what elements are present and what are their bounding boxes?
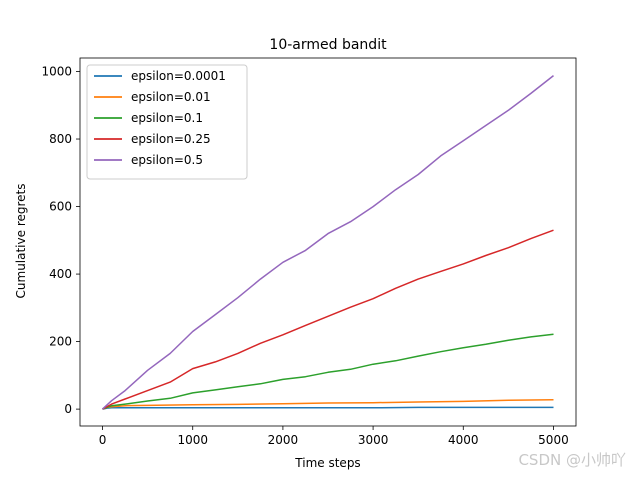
legend-label-0: epsilon=0.0001: [131, 69, 226, 83]
series-line-2: [102, 333, 554, 410]
legend-label-3: epsilon=0.25: [131, 132, 211, 146]
x-tick-label: 4000: [448, 433, 479, 447]
series-line-1: [102, 398, 554, 410]
series-line-4: [101, 75, 554, 410]
series-line-3: [102, 229, 554, 410]
x-axis-ticks: 0 1000 2000 3000 4000 5000: [99, 426, 569, 447]
y-tick-label: 200: [49, 335, 72, 349]
plot-area: [101, 75, 554, 410]
x-axis-label: Time steps: [294, 456, 360, 470]
watermark-text: CSDN @小帅吖: [518, 451, 626, 469]
y-tick-label: 400: [49, 267, 72, 281]
x-tick-label: 0: [99, 433, 107, 447]
x-tick-label: 1000: [177, 433, 208, 447]
y-tick-label: 600: [49, 200, 72, 214]
y-axis-ticks: 0 200 400 600 800 1000: [41, 65, 80, 416]
y-tick-label: 1000: [41, 65, 72, 79]
x-tick-label: 5000: [538, 433, 569, 447]
y-axis-label: Cumulative regrets: [14, 184, 28, 299]
legend-label-4: epsilon=0.5: [131, 153, 203, 167]
x-tick-label: 3000: [358, 433, 389, 447]
y-tick-label: 800: [49, 132, 72, 146]
series-line-0: [102, 406, 554, 410]
y-tick-label: 0: [64, 402, 72, 416]
axes-frame: [79, 57, 577, 427]
legend-label-1: epsilon=0.01: [131, 90, 211, 104]
legend: epsilon=0.0001 epsilon=0.01 epsilon=0.1 eps…: [86, 64, 248, 180]
legend-label-2: epsilon=0.1: [131, 111, 203, 125]
x-tick-label: 2000: [268, 433, 299, 447]
chart-title: 10-armed bandit: [269, 37, 387, 53]
legend-box: [86, 64, 248, 180]
